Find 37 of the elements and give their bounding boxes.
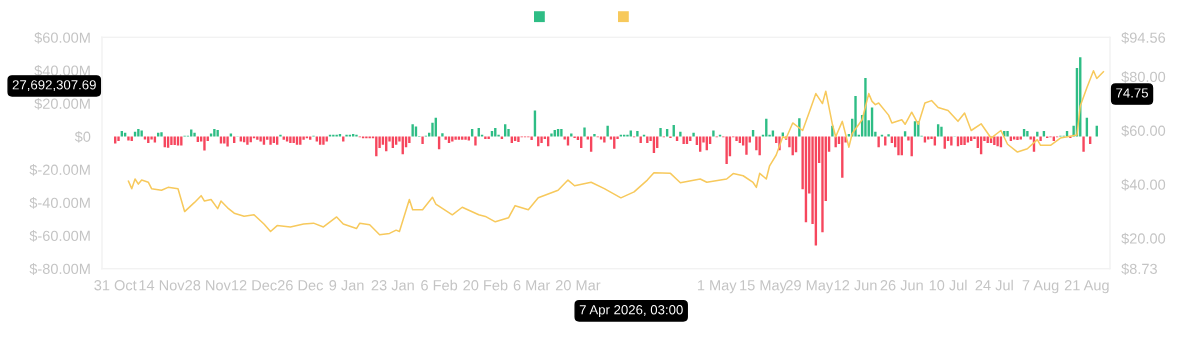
x-tick-label: 20 Feb bbox=[463, 279, 508, 291]
x-tick-label: 24 Jul bbox=[975, 279, 1013, 291]
y-tick-label: $60.00M bbox=[34, 31, 90, 44]
y2-tick-label: $60.00 bbox=[1121, 124, 1166, 137]
x-tick-label: 6 Mar bbox=[513, 280, 551, 291]
x-tick-label: 21 Aug bbox=[1064, 280, 1109, 294]
text: 7 Apr 2026, 03:00 bbox=[579, 305, 683, 318]
x-tick-label: 1 May bbox=[697, 280, 737, 294]
x-tick-label: 23 Jan bbox=[371, 280, 414, 291]
y-tick-label: $40.00M bbox=[34, 64, 90, 77]
x-tick-label: 29 May bbox=[786, 280, 834, 294]
y-tick-label: $-40.00M bbox=[29, 197, 90, 209]
y-tick-label: $-80.00M bbox=[29, 263, 90, 275]
x-tick-label: 9 Jan bbox=[329, 280, 364, 291]
x-tick-label: 7 Aug bbox=[1022, 280, 1059, 294]
y2-tick-label: $94.56 bbox=[1121, 31, 1166, 44]
x-tick-label: 26 Dec bbox=[277, 280, 324, 291]
y2-tick-label: $80.00 bbox=[1121, 71, 1166, 83]
y2-tick-label: $8.73 bbox=[1121, 263, 1157, 275]
y-tick-label: $0 bbox=[74, 130, 91, 143]
x-tick-label: 10 Jul bbox=[929, 279, 967, 291]
text: 27,692,307.69 bbox=[12, 80, 96, 92]
y-tick-label: $-20.00M bbox=[29, 164, 90, 176]
x-tick-label: 31 Oct bbox=[94, 280, 137, 291]
x-tick-label: 15 May bbox=[740, 280, 787, 294]
x-tick-label: 28 Nov bbox=[185, 280, 231, 291]
x-tick-label: 6 Feb bbox=[421, 279, 458, 291]
x-tick-label: 12 Jun bbox=[834, 280, 877, 291]
x-tick-label: 26 Jun bbox=[880, 280, 923, 291]
y-tick-label: $20.00M bbox=[34, 97, 90, 110]
y2-tick-label: $40.00 bbox=[1121, 178, 1166, 191]
text: 74.75 bbox=[1116, 88, 1149, 98]
x-tick-label: 12 Dec bbox=[232, 280, 277, 291]
x-tick-label: 20 Mar bbox=[555, 280, 601, 291]
y2-tick-label: $20.00 bbox=[1121, 232, 1166, 245]
x-tick-label: 14 Nov bbox=[139, 280, 185, 291]
y-tick-label: $-60.00M bbox=[29, 230, 90, 242]
